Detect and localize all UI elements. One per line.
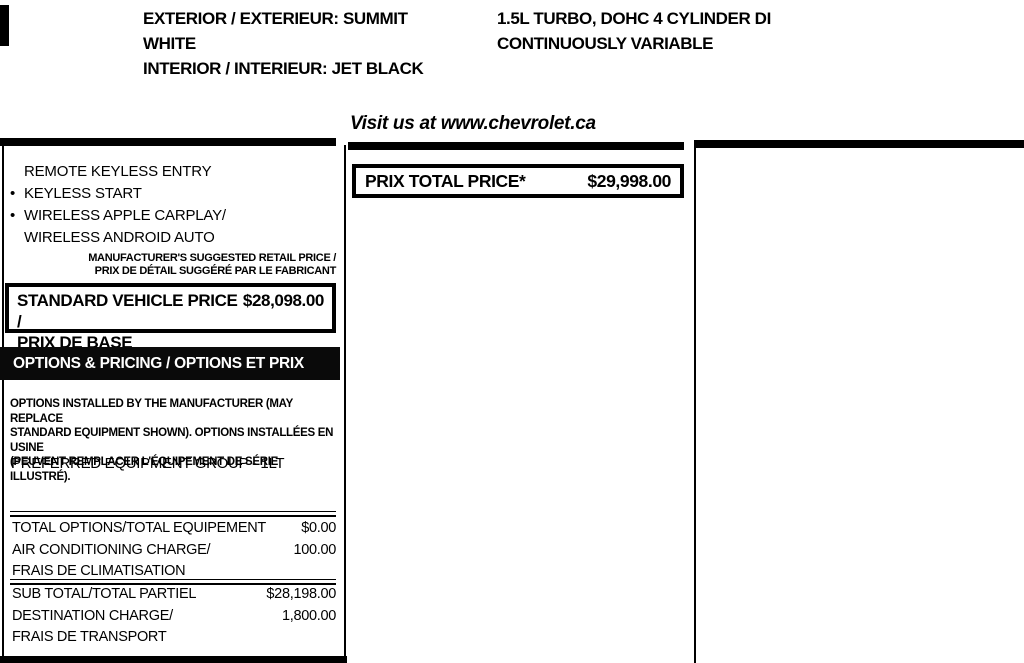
feature-text: WIRELESS ANDROID AUTO [24,229,215,246]
total-price-box: PRIX TOTAL PRICE* $29,998.00 [352,164,684,198]
interior-line: INTERIOR / INTERIEUR: JET BLACK [143,59,424,78]
total-label: AIR CONDITIONING CHARGE/ [12,542,211,558]
cutoff-letter-mark [0,5,9,46]
left-column-bottom-rule [0,656,347,663]
visit-url-text: Visit us at www.chevrolet.ca [350,113,596,134]
exterior-interior-header: EXTERIOR / EXTERIEUR: SUMMIT WHITE INTER… [143,6,424,81]
exterior-line1: EXTERIOR / EXTERIEUR: SUMMIT [143,9,408,28]
total-label: FRAIS DE CLIMATISATION [12,563,186,579]
total-label: SUB TOTAL/TOTAL PARTIEL [12,586,197,602]
left-middle-divider [344,145,346,663]
feature-list: REMOTE KEYLESS ENTRY • KEYLESS START • W… [10,161,336,249]
options-pricing-title: OPTIONS & PRICING / OPTIONS ET PRIX [13,354,304,372]
standard-price-line1: STANDARD VEHICLE PRICE / $28,098.00 [17,290,324,332]
list-item: • WIRELESS APPLE CARPLAY/ [10,205,336,227]
table-row: AIR CONDITIONING CHARGE/ 100.00 [12,542,336,558]
bullet-glyph: • [10,185,16,202]
table-row: FRAIS DE TRANSPORT [12,629,336,645]
total-label: DESTINATION CHARGE/ [12,608,173,624]
left-column-top-rule [0,138,336,146]
bullet-glyph: • [10,207,16,224]
feature-text: WIRELESS APPLE CARPLAY/ [24,207,226,224]
right-column-top-rule [695,140,1024,148]
total-price-label: PRIX TOTAL PRICE* [365,170,526,191]
list-item: REMOTE KEYLESS ENTRY [10,161,336,183]
options-note: OPTIONS INSTALLED BY THE MANUFACTURER (M… [10,397,340,484]
standard-price-value: $28,098.00 [242,291,324,310]
engine-header: 1.5L TURBO, DOHC 4 CYLINDER DI CONTINUOU… [497,6,771,56]
feature-text: REMOTE KEYLESS ENTRY [24,163,212,180]
total-label: FRAIS DE TRANSPORT [12,629,167,645]
total-value: $0.00 [301,520,336,536]
total-price-value: $29,998.00 [587,170,671,191]
options-note-line1: OPTIONS INSTALLED BY THE MANUFACTURER (M… [10,398,293,425]
totals-top-rule-thick [10,515,336,517]
bullet-glyph [10,161,24,183]
table-row: SUB TOTAL/TOTAL PARTIEL $28,198.00 [12,586,336,602]
left-column-left-border [2,146,4,663]
total-value: 100.00 [293,542,336,558]
subtotal-rule-thin [10,579,336,580]
subtotal-rule-thick [10,583,336,585]
standard-vehicle-price-box: STANDARD VEHICLE PRICE / $28,098.00 PRIX… [5,283,336,352]
options-note-line2: STANDARD EQUIPMENT SHOWN). OPTIONS INSTA… [10,427,334,454]
bullet-glyph [10,227,24,249]
table-row: TOTAL OPTIONS/TOTAL EQUIPEMENT $0.00 [12,520,336,536]
exterior-line2: WHITE [143,34,196,53]
options-pricing-header-bar: OPTIONS & PRICING / OPTIONS ET PRIX [0,347,340,380]
list-item: WIRELESS ANDROID AUTO [10,227,336,249]
feature-text: KEYLESS START [24,185,142,202]
middle-right-divider [694,140,696,663]
total-value: $28,198.00 [266,586,336,602]
msrp-note-line2: PRIX DE DÉTAIL SUGGÉRÉ PAR LE FABRICANT [94,265,337,277]
msrp-note: MANUFACTURER'S SUGGESTED RETAIL PRICE / … [10,252,336,278]
total-label: TOTAL OPTIONS/TOTAL EQUIPEMENT [12,520,266,536]
transmission-line: CONTINUOUSLY VARIABLE [497,34,714,53]
table-row: FRAIS DE CLIMATISATION [12,563,336,579]
msrp-note-line1: MANUFACTURER'S SUGGESTED RETAIL PRICE / [88,252,336,264]
list-item: • KEYLESS START [10,183,336,205]
table-row: DESTINATION CHARGE/ 1,800.00 [12,608,336,624]
equipment-group-text: PREFERRED EQUIPMENT GROUP - 1LT [11,455,285,472]
totals-top-rule-thin [10,511,336,512]
engine-line: 1.5L TURBO, DOHC 4 CYLINDER DI [497,9,771,28]
standard-price-label: STANDARD VEHICLE PRICE / [17,291,238,331]
options-note-line3: (PEUVENT REMPLACER L'ÉQUIPEMENT DE SÉRIE… [10,456,279,483]
middle-column-top-rule [348,142,684,150]
total-value: 1,800.00 [281,608,336,624]
